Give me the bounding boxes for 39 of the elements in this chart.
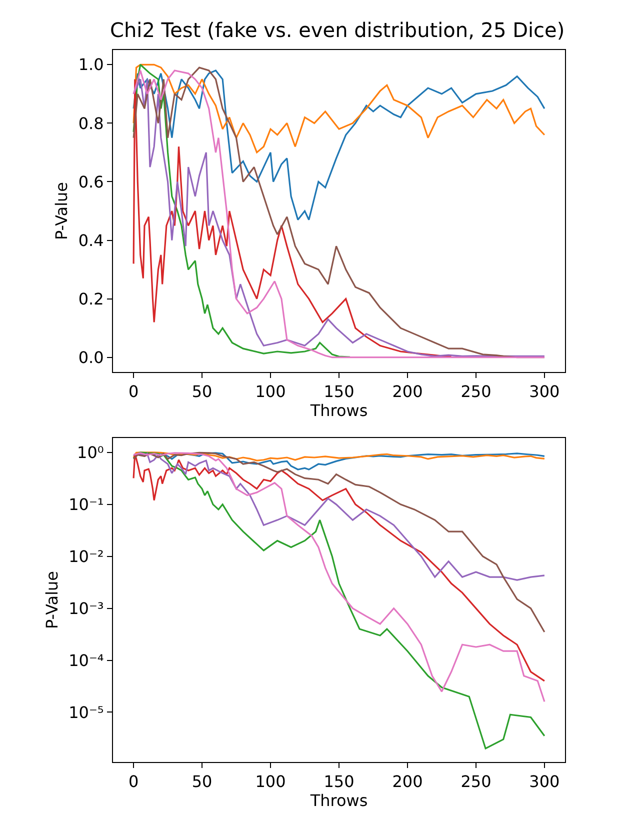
x-tick-label: 300	[529, 382, 560, 402]
chart-title: Chi2 Test (fake vs. even distribution, 25 Dice)	[110, 18, 565, 42]
line-series	[132, 452, 546, 750]
x-tick-label: 100	[255, 772, 286, 792]
y-tick-label: 0.0	[78, 348, 104, 367]
x-tick-label: 0	[128, 772, 139, 792]
x-axis-title: Throws	[309, 791, 368, 810]
x-tick-label: 150	[324, 382, 354, 402]
y-tick-label: 10⁻³	[68, 598, 104, 618]
y-tick-label: 0.8	[78, 114, 104, 133]
y-tick-label: 0.4	[78, 230, 104, 250]
line-series	[132, 64, 546, 154]
x-tick-label: 50	[192, 382, 212, 402]
y-tick-label: 0.2	[78, 289, 104, 308]
x-tick-label: 150	[324, 772, 354, 792]
line-series	[132, 452, 546, 581]
y-tick-label: 10⁻⁴	[68, 650, 104, 670]
x-tick-label: 100	[255, 382, 286, 402]
y-axis-title: P-Value	[52, 182, 72, 240]
line-series	[132, 64, 351, 358]
line-series	[132, 452, 546, 633]
x-tick-label: 300	[529, 772, 560, 792]
y-tick-label: 10⁻²	[68, 546, 104, 566]
x-tick-label: 0	[128, 382, 139, 402]
y-tick-label: 10⁰	[77, 443, 104, 462]
x-tick-label: 250	[460, 382, 492, 402]
line-series	[132, 452, 546, 462]
y-axis-title: P-Value	[42, 570, 62, 630]
x-tick-label: 50	[192, 772, 212, 792]
y-tick-label: 0.6	[78, 172, 104, 192]
x-tick-label: 250	[460, 772, 492, 792]
x-tick-label: 200	[392, 382, 423, 402]
line-series	[132, 70, 546, 221]
y-tick-label: 1.0	[78, 55, 104, 74]
y-tick-label: 10⁻⁵	[68, 702, 104, 722]
y-tick-label: 10⁻¹	[68, 495, 104, 514]
x-tick-label: 200	[392, 772, 423, 792]
line-series	[132, 78, 452, 358]
x-axis-title: Throws	[309, 401, 368, 420]
